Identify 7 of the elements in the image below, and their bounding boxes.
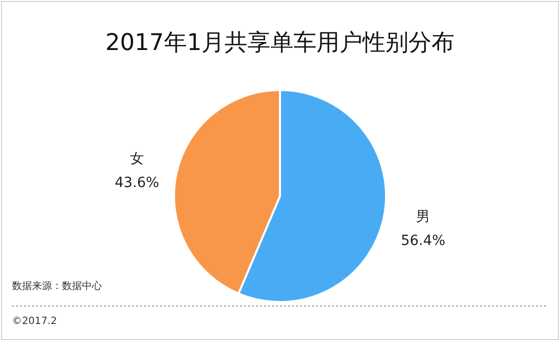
text: ©2017.2 [12, 316, 57, 327]
data-label: 43.6% [114, 174, 160, 191]
slice-label: 男 [416, 209, 430, 226]
chart-title: 2017年1月共享单车用户性别分布 [105, 30, 455, 56]
data-label: 56.4% [400, 233, 446, 250]
slice-label: 女 [130, 150, 144, 167]
source-note: 数据来源：数据中心 [12, 280, 102, 292]
